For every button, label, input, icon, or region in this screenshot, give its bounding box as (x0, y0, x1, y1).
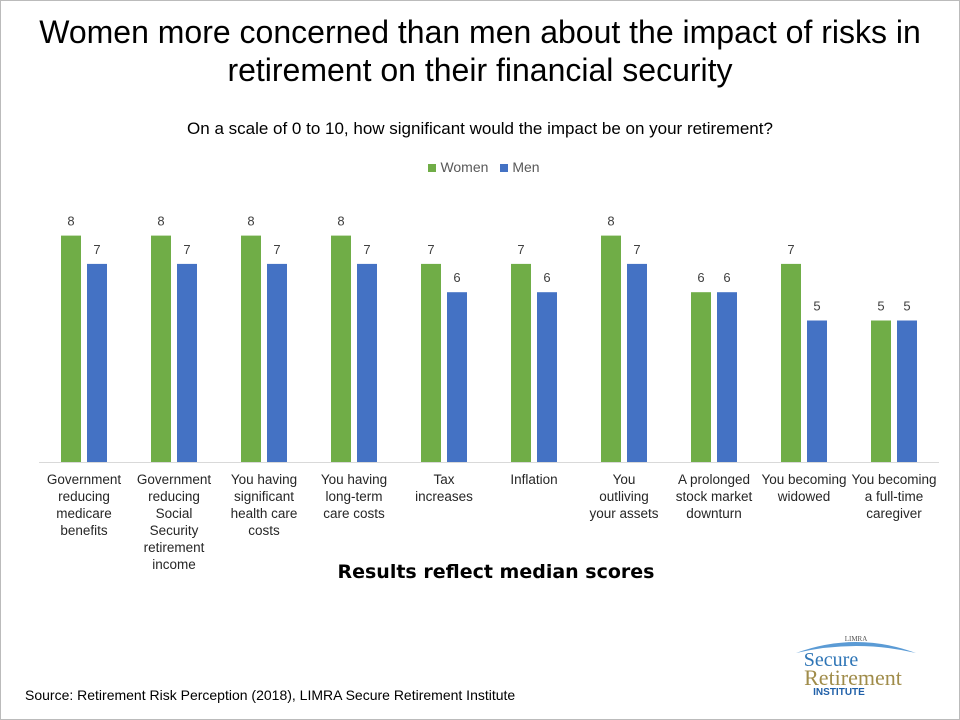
bar-men (357, 263, 377, 462)
bar-women (331, 235, 351, 462)
logo-institute: INSTITUTE (813, 687, 865, 698)
legend-men: Men (512, 159, 540, 175)
data-label: 7 (427, 242, 434, 257)
category-label: A prolonged stock market downturn (676, 472, 753, 521)
category-label: You having significant health care costs (231, 472, 298, 538)
data-label: 6 (723, 270, 730, 285)
bar-men (717, 292, 737, 462)
chart-title: Women more concerned than men about the … (39, 14, 921, 88)
data-label: 7 (93, 242, 100, 257)
bar-women (781, 263, 801, 462)
data-label: 8 (337, 214, 344, 229)
data-label: 8 (67, 214, 74, 229)
category-label: Government reducing Social Security retireme… (137, 472, 212, 572)
data-label: 7 (787, 242, 794, 257)
bar-women (61, 235, 81, 462)
data-label: 7 (183, 242, 190, 257)
bar-men (627, 263, 647, 462)
bar-men (87, 263, 107, 462)
bar-men (807, 320, 827, 462)
category-label: Inflation (510, 472, 557, 487)
data-label: 6 (453, 270, 460, 285)
data-label: 8 (247, 214, 254, 229)
bar-men (897, 320, 917, 462)
bar-women (421, 263, 441, 462)
data-label: 6 (697, 270, 704, 285)
legend: Women Men (1, 159, 959, 175)
category-label: Government reducing medicare benefits (47, 472, 122, 538)
category-label: You becoming a full-time caregiver (851, 472, 936, 521)
data-label: 8 (157, 214, 164, 229)
chart-subtitle: On a scale of 0 to 10, how significant w… (187, 119, 773, 138)
bar-women (511, 263, 531, 462)
bar-women (151, 235, 171, 462)
bar-men (447, 292, 467, 462)
data-label: 7 (363, 242, 370, 257)
category-label: You becoming widowed (761, 472, 846, 504)
logo-retirement: Retirement (804, 665, 902, 690)
legend-swatch-women (428, 164, 437, 172)
bar-women (871, 320, 891, 462)
legend-swatch-men (500, 164, 509, 172)
category-label: Tax increases (415, 472, 473, 504)
data-label: 5 (903, 299, 910, 314)
data-label: 7 (273, 242, 280, 257)
bar-men (177, 263, 197, 462)
logo-secure: Secure (804, 649, 859, 671)
bar-women (241, 235, 261, 462)
secure-retirement-institute-logo: LIMRA Secure Retirement INSTITUTE (791, 629, 921, 699)
bar-men (537, 292, 557, 462)
bar-women (691, 292, 711, 462)
bar-men (267, 263, 287, 462)
source: Source: Retirement Risk Perception (2018… (25, 687, 516, 703)
bar-chart: 8 7 Government reducing medicare benefits 8 7 Go… (39, 214, 939, 572)
category-label: You having long-term care costs (321, 472, 387, 521)
data-label: 5 (813, 299, 820, 314)
category-label: You outliving your assets (589, 472, 658, 521)
data-label: 7 (633, 242, 640, 257)
data-label: 7 (517, 242, 524, 257)
bar-women (601, 235, 621, 462)
legend-women: Women (440, 159, 489, 175)
logo-limra: LIMRA (845, 635, 868, 643)
data-label: 6 (543, 270, 550, 285)
data-label: 5 (877, 299, 884, 314)
chart-note: Results reflect median scores (337, 561, 655, 583)
data-label: 8 (607, 214, 614, 229)
